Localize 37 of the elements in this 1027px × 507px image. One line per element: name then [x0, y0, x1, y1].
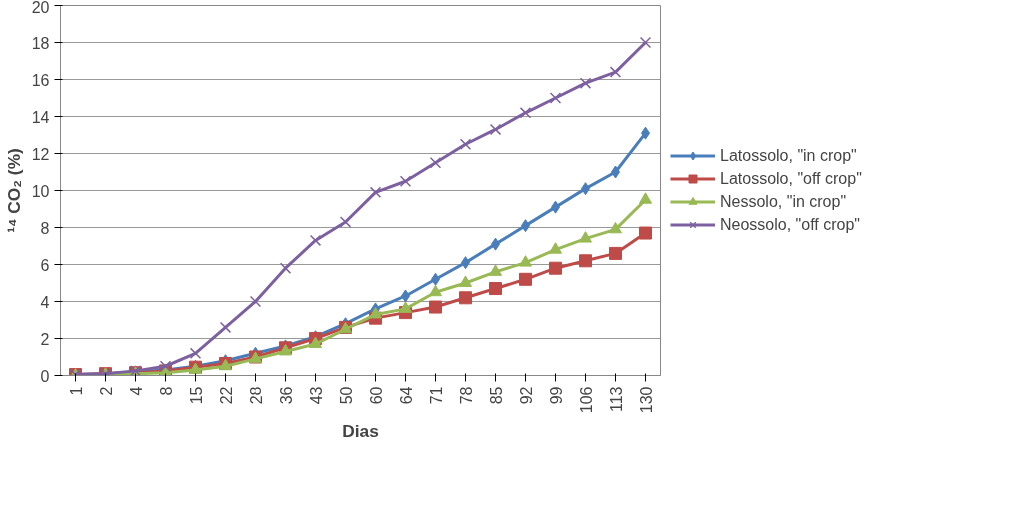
x-tick-label: 71	[427, 386, 445, 405]
y-tick-label: 10	[31, 182, 50, 200]
x-tick-label: 130	[637, 386, 655, 414]
y-tick-label: 16	[31, 71, 50, 89]
legend-label: Latossolo, "off crop"	[720, 169, 862, 188]
x-tick-label: 36	[277, 386, 295, 405]
x-tick-label: 4	[127, 386, 145, 396]
y-tick-label: 6	[40, 256, 50, 274]
x-tick-label: 43	[307, 386, 325, 405]
x-tick-label: 15	[187, 386, 205, 405]
y-tick-label: 2	[40, 330, 50, 348]
x-tick-label: 85	[487, 386, 505, 405]
x-tick-label: 2	[97, 386, 115, 396]
x-tick-label: 1	[67, 386, 85, 396]
x-tick-label: 78	[457, 386, 475, 405]
y-tick-label: 8	[40, 219, 50, 237]
legend-label: Nessolo, "in crop"	[720, 192, 847, 211]
x-tick-label: 50	[337, 386, 355, 405]
x-tick-label: 28	[247, 386, 265, 405]
x-tick-label: 92	[517, 386, 535, 405]
x-tick-label: 8	[157, 386, 175, 396]
x-tick-label: 99	[547, 386, 565, 405]
x-tick-label: 60	[367, 386, 385, 405]
x-axis-title: Dias	[342, 421, 379, 442]
y-tick-label: 20	[31, 0, 50, 16]
x-tick-label: 22	[217, 386, 235, 405]
x-tick-label: 113	[607, 386, 625, 413]
legend-label: Latossolo, "in crop"	[720, 146, 857, 165]
y-tick-label: 14	[31, 108, 50, 126]
y-tick-label: 0	[40, 367, 50, 385]
y-tick-label: 18	[31, 34, 50, 52]
y-tick-label: 12	[31, 145, 50, 163]
y-axis-title: ¹⁴ CO₂ (%)	[3, 148, 24, 233]
x-tick-label: 106	[577, 386, 595, 414]
legend-label: Neossolo, "off crop"	[720, 215, 861, 234]
x-tick-label: 64	[397, 386, 415, 405]
y-tick-label: 4	[40, 293, 50, 311]
